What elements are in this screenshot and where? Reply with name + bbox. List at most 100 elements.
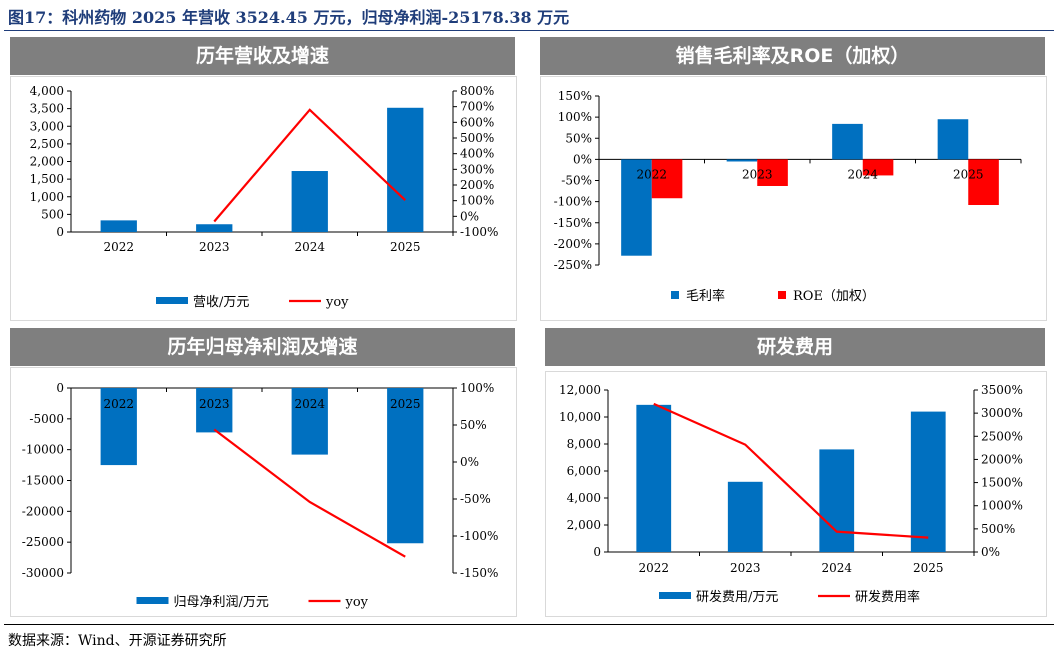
bar-2025 [387,388,424,544]
y-tick-label-left-3: 1,500 [30,172,64,186]
y-tick-label-right-4: 2000% [981,452,1023,466]
bar-roe-2023 [757,159,788,186]
y-tick-label-left-5: 10,000 [559,410,601,424]
line-yoy [213,428,406,558]
y-tick-label-right-8: 700% [460,100,494,114]
bar-2025 [387,107,424,232]
y-tick-label-1: -200% [554,237,592,251]
x-tick-label-2022: 2022 [636,167,667,181]
y-tick-label-right-7: 600% [460,115,494,129]
bar-gross-margin-2023 [726,159,758,162]
y-tick-label-6: 50% [565,131,592,145]
bar-2022 [100,220,137,232]
legend-swatch-0 [156,297,188,304]
bar-2023 [196,224,233,232]
y-tick-label-left-6: 3,000 [30,119,64,133]
x-tick-label-2023: 2023 [199,240,230,254]
y-tick-label-right-3: 1500% [981,476,1023,490]
legend-label-0: 研发费用/万元 [696,589,778,605]
y-tick-label-right-5: 400% [460,147,494,161]
legend-swatch-0 [671,291,679,299]
y-tick-label-0: -250% [554,258,592,272]
bar-roe-2024 [862,159,894,176]
bar-2023 [727,481,763,552]
bar-2022 [100,388,137,466]
y-tick-label-right-6: 3000% [981,406,1023,420]
chart-box-rd: 0 2,000 4,000 6,000 8,000 10,000 12,000 0% 500% 1… [545,371,1047,617]
y-tick-label-8: 150% [558,89,592,103]
y-tick-label-right-2: 1000% [981,499,1023,513]
y-tick-label-right-2: 100% [460,194,494,208]
x-tick-label-2025: 2025 [390,240,421,254]
x-tick-label-2025: 2025 [913,561,944,575]
y-tick-label-right-0: 0% [981,545,1000,559]
legend-label-0: 营收/万元 [193,295,249,310]
chart-box-margin: -250% -200% -150% -100% -50% 0% 50% 100% 150% 202… [540,76,1047,321]
legend-swatch-0 [659,592,691,599]
y-tick-label-left-2: 1,000 [30,190,64,204]
legend-label-1: yoy [325,295,349,310]
y-tick-label-right-0: -100% [460,225,498,239]
x-tick-label-2023: 2023 [742,167,773,181]
x-tick-label-2025: 2025 [390,397,421,411]
bar-roe-2025 [968,159,999,206]
line-研发费用率 [653,402,929,539]
x-tick-label-2022: 2022 [103,240,134,254]
y-tick-label-left-0: 0 [593,545,601,559]
y-tick-label-right-3: 0% [460,455,479,469]
y-tick-label-left-7: 3,500 [30,102,64,116]
chart-box-netprofit: -30000 -25000 -20000 -15000 -10000 -5000 0 -150… [10,367,517,617]
panel-title-rd: 研发费用 [545,328,1045,366]
y-tick-label-right-6: 500% [460,131,494,145]
y-tick-label-right-4: 300% [460,162,494,176]
y-tick-label-right-0: -150% [460,566,498,580]
bar-gross-margin-2022 [621,159,652,256]
y-tick-label-right-9: 800% [460,84,494,98]
y-tick-label-left-1: 500 [41,207,64,221]
bar-roe-2022 [651,159,683,199]
source-note: 数据来源：Wind、开源证券研究所 [8,633,227,649]
panel-title-netprofit: 历年归母净利润及增速 [10,328,515,366]
y-tick-label-left-4: 2,000 [30,155,64,169]
chart-box-revenue: 0 500 1,000 1,500 2,000 2,500 3,000 3,500 4,000 -… [10,76,517,321]
chart-rd: 0 2,000 4,000 6,000 8,000 10,000 12,000 0% 500% 1… [559,383,1023,605]
y-tick-label-4: -50% [561,174,592,188]
y-tick-label-right-4: 50% [460,418,487,432]
x-tick-label-2024: 2024 [294,397,325,411]
bar-2024 [291,388,328,455]
legend-label-0: 归母净利润/万元 [174,595,269,610]
y-tick-label-right-1: 500% [981,522,1015,536]
y-tick-label-left-8: 4,000 [30,84,64,98]
y-tick-label-left-5: -5000 [29,412,64,426]
y-tick-label-left-3: 6,000 [567,464,601,478]
bar-2024 [291,171,328,232]
bar-gross-margin-2025 [937,119,969,160]
y-tick-label-2: -150% [554,216,592,230]
legend-label-1: 研发费用率 [855,589,920,605]
y-tick-label-right-5: 100% [460,381,494,395]
chart-margin: -250% -200% -150% -100% -50% 0% 50% 100% 150% 202… [554,89,1022,304]
x-tick-label-2024: 2024 [821,561,852,575]
y-tick-label-left-1: -25000 [22,535,64,549]
x-tick-label-2025: 2025 [953,167,984,181]
y-tick-label-right-1: 0% [460,209,479,223]
y-tick-label-left-4: -10000 [22,443,64,457]
bar-2025 [910,411,946,552]
y-tick-label-right-1: -100% [460,529,498,543]
line-yoy [213,108,407,223]
x-tick-label-2024: 2024 [847,167,878,181]
y-tick-label-left-2: 4,000 [567,491,601,505]
y-tick-label-left-0: -30000 [22,566,64,580]
legend-label-0: 毛利率 [686,288,725,304]
y-tick-label-left-3: -15000 [22,474,64,488]
x-tick-label-2023: 2023 [730,561,761,575]
x-tick-label-2023: 2023 [199,397,230,411]
bar-2022 [636,404,672,552]
y-tick-label-right-7: 3500% [981,383,1023,397]
bar-2024 [819,449,855,552]
y-tick-label-right-3: 200% [460,178,494,192]
y-tick-label-left-2: -20000 [22,504,64,518]
y-tick-label-7: 100% [558,110,592,124]
x-tick-label-2022: 2022 [103,397,134,411]
chart-netprofit: -30000 -25000 -20000 -15000 -10000 -5000 0 -150… [22,381,499,610]
